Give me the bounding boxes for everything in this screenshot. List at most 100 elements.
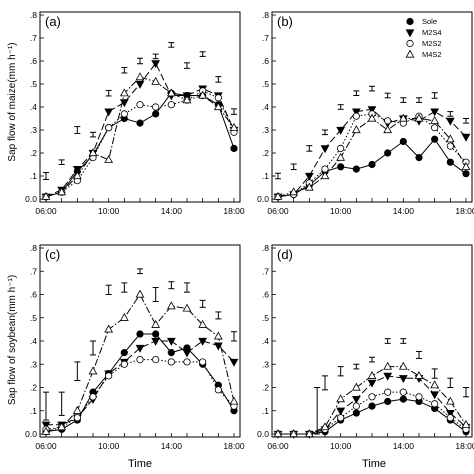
point-m2s4 [367, 106, 377, 115]
legend-marker-m2s4 [405, 29, 415, 38]
point-m2s4 [445, 117, 455, 126]
point-m2s4 [351, 108, 361, 117]
point-m2s2 [152, 355, 160, 364]
point-m4s2 [445, 396, 455, 405]
point-sole [415, 154, 423, 162]
point-m2s2 [73, 414, 81, 422]
y-tick-label: .6 [262, 56, 269, 66]
y-tick-label: .6 [30, 290, 37, 300]
point-m4s2 [229, 122, 239, 131]
x-tick-label: 14:00 [161, 206, 183, 216]
point-m4s2 [104, 155, 114, 164]
point-m2s2 [337, 144, 345, 152]
x-tick-label: 06:00 [35, 206, 57, 216]
point-m4s2 [166, 301, 176, 310]
xlabel-right: Time [362, 458, 386, 470]
point-m4s2 [273, 191, 283, 200]
point-m2s2 [167, 358, 175, 366]
point-m2s4 [383, 372, 393, 381]
point-m4s2 [336, 152, 346, 161]
point-m2s2 [399, 388, 407, 396]
error-bar [90, 340, 96, 356]
error-bar [384, 338, 391, 344]
error-bar [337, 366, 344, 377]
y-tick-label: .5 [30, 79, 37, 89]
y-tick-label: .3 [262, 125, 269, 135]
y-tick-label: .7 [262, 266, 269, 276]
point-m4s2 [461, 419, 471, 428]
panel-1: 0.0 .1 .2 .3 .4 .5 .6 .7 .8 06:00 10:00 14:00 18:00 (… [25, 10, 245, 216]
error-bar [431, 368, 438, 379]
point-m2s4 [166, 337, 176, 346]
point-m4s2 [304, 182, 314, 191]
error-bar [199, 51, 206, 57]
y-tick-label: .4 [262, 102, 269, 112]
x-tick-label: 14:00 [393, 441, 415, 451]
error-bar [314, 387, 321, 435]
point-m4s2 [72, 405, 82, 414]
y-tick-label: .4 [30, 102, 37, 112]
error-bar [431, 92, 438, 99]
point-m2s2 [214, 94, 222, 102]
error-bar [215, 76, 222, 83]
point-m2s2 [368, 393, 376, 401]
y-tick-label: .2 [30, 383, 37, 393]
error-bar [152, 287, 159, 302]
panel-3: 0.0 .1 .2 .3 .4 .5 .6 .7 .8 06:00 10:00 14:00 18:00 (… [25, 243, 245, 451]
point-m2s4 [104, 108, 114, 117]
point-m4s2 [320, 171, 330, 180]
point-m2s2 [431, 400, 439, 408]
point-m2s2 [136, 101, 144, 109]
point-m2s4 [336, 407, 346, 416]
error-bar [90, 131, 96, 138]
point-sole [167, 349, 175, 357]
legend-marker-m4s2 [405, 49, 415, 58]
ylabel-soybean: Sap flow of soybean(mm h⁻¹) [7, 275, 18, 405]
point-m4s2 [289, 429, 299, 438]
point-m2s2 [352, 112, 360, 120]
point-m2s2 [105, 124, 113, 132]
x-tick-label: 10:00 [98, 441, 120, 451]
x-tick-label: 18:00 [455, 206, 474, 216]
point-m2s4 [430, 391, 440, 400]
point-sole [431, 135, 439, 143]
point-m4s2 [229, 396, 239, 405]
y-tick-label: .5 [30, 313, 37, 323]
y-tick-label: .7 [30, 266, 37, 276]
y-tick-label: .1 [262, 406, 269, 416]
error-bar [168, 42, 175, 48]
error-bar [463, 118, 469, 124]
error-bar [231, 331, 237, 342]
error-bar [231, 108, 237, 115]
point-m4s2 [213, 102, 223, 111]
point-m2s2 [446, 414, 454, 422]
y-tick-label: .8 [30, 10, 37, 20]
error-bar [384, 92, 391, 99]
point-sole [337, 163, 345, 171]
legend-marker-m2s2 [406, 39, 414, 48]
point-m2s4 [445, 409, 455, 418]
point-sole [352, 409, 360, 417]
point-m2s4 [135, 80, 145, 89]
x-tick-label: 06:00 [35, 441, 57, 451]
y-tick-label: .3 [30, 125, 37, 135]
point-m4s2 [336, 394, 346, 403]
point-m2s4 [430, 108, 440, 117]
point-sole [152, 330, 160, 338]
point-m2s4 [182, 349, 192, 358]
error-bar [322, 375, 328, 391]
y-tick-label: .2 [262, 383, 269, 393]
y-tick-label: .2 [262, 148, 269, 158]
y-tick-label: .1 [30, 171, 37, 181]
y-tick-label: 0.0 [257, 194, 269, 204]
error-bar [215, 311, 222, 320]
point-m4s2 [151, 319, 161, 328]
error-bar [74, 361, 81, 382]
point-m4s2 [213, 331, 223, 340]
y-tick-label: 0.0 [25, 194, 37, 204]
point-m4s2 [88, 366, 98, 375]
x-tick-label: 14:00 [393, 206, 415, 216]
y-tick-label: .7 [262, 33, 269, 43]
point-m2s4 [351, 396, 361, 404]
error-bar [58, 391, 65, 416]
